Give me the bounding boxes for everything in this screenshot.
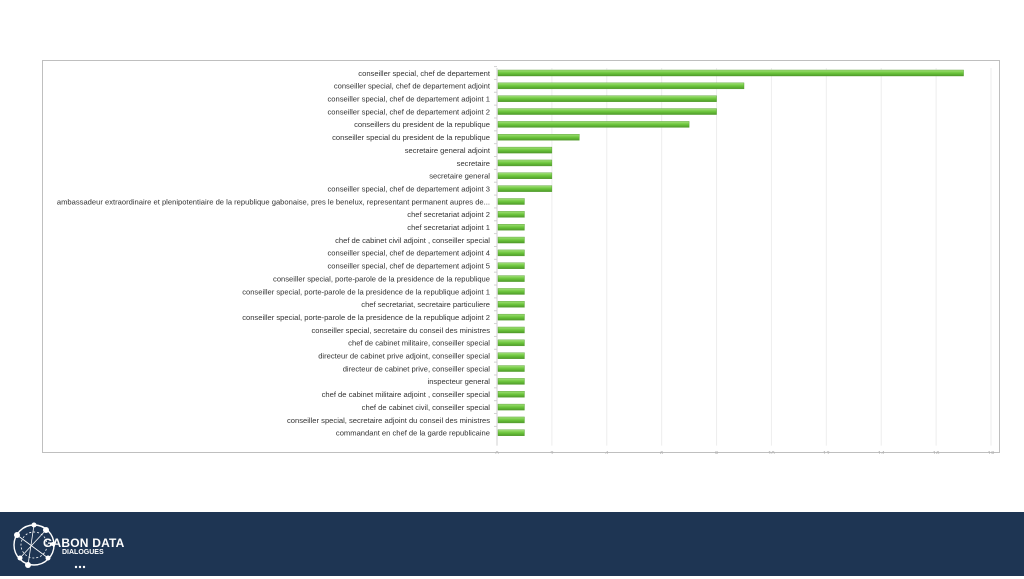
- x-tick-label: 0: [495, 452, 499, 454]
- bar: [497, 365, 525, 372]
- category-label: conseiller special, chef de departement …: [327, 107, 490, 116]
- bar: [497, 185, 553, 192]
- bar: [497, 95, 717, 102]
- category-label: commandant en chef de la garde republica…: [336, 429, 490, 438]
- bar: [497, 301, 525, 308]
- x-tick-label: 16: [933, 452, 940, 454]
- category-label: ambassadeur extraordinaire et plenipoten…: [57, 197, 490, 206]
- category-label: conseiller special du president de la re…: [332, 133, 490, 142]
- bar: [497, 172, 553, 180]
- bar-chart: conseiller special, chef de departement c…: [57, 66, 995, 454]
- category-label: chef de cabinet militaire adjoint , cons…: [322, 390, 491, 399]
- logo-title: GABON DATA: [43, 536, 125, 550]
- chart-frame: conseiller special, chef de departement c…: [42, 60, 1000, 454]
- footer-bar: GABON DATA DIALOGUES: [0, 512, 1024, 576]
- category-label: conseiller special, chef de departement …: [327, 249, 490, 258]
- x-tick-label: 12: [823, 452, 830, 454]
- bar: [497, 108, 717, 115]
- category-label: secretaire general: [429, 172, 490, 181]
- category-label: chef secretariat adjoint 2: [407, 210, 490, 219]
- category-label: chef de cabinet civil adjoint , conseill…: [335, 236, 490, 245]
- category-label: secretaire: [457, 159, 490, 168]
- bar: [497, 249, 525, 257]
- category-label: conseiller special, porte-parole de la p…: [242, 287, 490, 296]
- category-label: conseiller special, secretaire du consei…: [311, 326, 490, 335]
- gabon-data-dialogues-logo: GABON DATA DIALOGUES: [8, 518, 128, 574]
- category-label: conseiller special, porte-parole de la p…: [242, 313, 490, 322]
- bar: [497, 223, 525, 231]
- category-label: directeur de cabinet prive adjoint, cons…: [318, 352, 490, 361]
- category-label: chef secretariat adjoint 1: [407, 223, 490, 232]
- bar: [497, 378, 525, 385]
- category-label: conseiller special, porte-parole de la p…: [273, 274, 490, 283]
- bar: [497, 275, 525, 282]
- bar: [497, 391, 525, 398]
- bar: [497, 236, 525, 244]
- bar: [497, 198, 525, 205]
- bar: [497, 403, 525, 411]
- x-tick-label: 6: [660, 452, 664, 454]
- category-label: directeur de cabinet prive, conseiller s…: [343, 364, 491, 373]
- bar: [497, 313, 525, 321]
- bar: [497, 326, 525, 334]
- x-tick-label: 10: [768, 452, 775, 454]
- bar: [497, 262, 525, 269]
- bar: [497, 429, 525, 436]
- category-label: chef secretariat, secretaire particulier…: [361, 300, 490, 309]
- bar: [497, 339, 525, 347]
- bar: [497, 82, 745, 90]
- category-label: chef de cabinet militaire, conseiller sp…: [348, 339, 490, 348]
- category-label: inspecteur general: [428, 377, 491, 386]
- category-label: secretaire general adjoint: [405, 146, 491, 155]
- bar: [497, 121, 690, 128]
- bar: [497, 146, 553, 154]
- category-label: conseiller special, chef de departement: [358, 69, 491, 78]
- category-label: chef de cabinet civil, conseiller specia…: [362, 403, 491, 412]
- x-tick-label: 2: [550, 452, 554, 454]
- x-tick-label: 14: [878, 452, 885, 454]
- bar: [497, 288, 525, 295]
- x-tick-label: 8: [715, 452, 719, 454]
- bar: [497, 69, 964, 77]
- bar: [497, 352, 525, 359]
- bar: [497, 211, 525, 218]
- category-label: conseiller special, chef de departement …: [327, 184, 490, 193]
- network-globe-icon: [13, 522, 86, 569]
- logo-subtitle: DIALOGUES: [62, 549, 104, 556]
- x-tick-label: 18: [988, 452, 995, 454]
- bar: [497, 134, 580, 141]
- x-tick-label: 4: [605, 452, 609, 454]
- category-label: conseiller special, chef de departement …: [327, 95, 490, 104]
- category-label: conseiller special, chef de departement …: [334, 82, 491, 91]
- category-label: conseillers du president de la republiqu…: [354, 120, 490, 129]
- bar: [497, 159, 553, 167]
- bar: [497, 416, 525, 424]
- category-label: conseiller special, secretaire adjoint d…: [287, 416, 490, 425]
- category-label: conseiller special, chef de departement …: [327, 262, 490, 271]
